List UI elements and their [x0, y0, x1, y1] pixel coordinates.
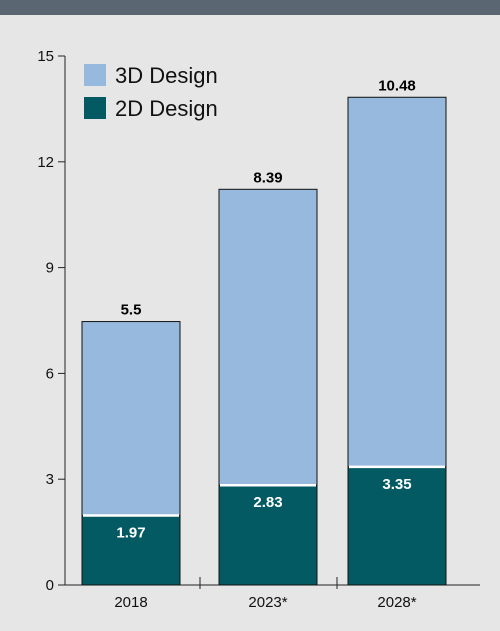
y-tick-label: 12: [37, 154, 54, 171]
y-tick-label: 3: [46, 471, 54, 488]
value-label-2d-design: 1.97: [116, 525, 145, 542]
y-tick-label: 0: [46, 577, 54, 594]
legend-swatch-2d-design: [84, 97, 106, 119]
value-label-2d-design: 2.83: [253, 494, 282, 511]
bars: [81, 96, 447, 586]
value-label-2d-design: 3.35: [382, 476, 411, 493]
legend-label-2d-design: 2D Design: [115, 96, 218, 121]
y-tick-label: 6: [46, 365, 54, 382]
x-tick-label: 2023*: [248, 594, 287, 611]
legend-label-3d-design: 3D Design: [115, 63, 218, 88]
legend-swatch-3d-design: [84, 64, 106, 86]
value-label-3d-design: 10.48: [378, 77, 416, 94]
bar-segment-2d-design: [347, 466, 447, 586]
header-bar: [0, 0, 500, 15]
bar-segment-3d-design: [218, 188, 318, 486]
value-labels: 5.5 1.97 8.39 2.83 10.48 3.35: [116, 77, 415, 541]
y-tick-label: 15: [37, 48, 54, 65]
value-label-3d-design: 5.5: [121, 302, 142, 319]
legend: 3D Design 2D Design: [84, 63, 218, 121]
bar-segment-2d-design: [81, 515, 181, 586]
bar-segment-2d-design: [218, 484, 318, 586]
y-tick-label: 9: [46, 260, 54, 277]
bar-segment-3d-design: [347, 96, 447, 468]
value-label-3d-design: 8.39: [253, 169, 282, 186]
bar-segment-3d-design: [81, 321, 181, 517]
x-tick-label: 2018: [114, 594, 147, 611]
x-tick-label: 2028*: [377, 594, 416, 611]
axes: 0 3 6 9 12 15 2018 2023* 2028*: [37, 48, 480, 611]
